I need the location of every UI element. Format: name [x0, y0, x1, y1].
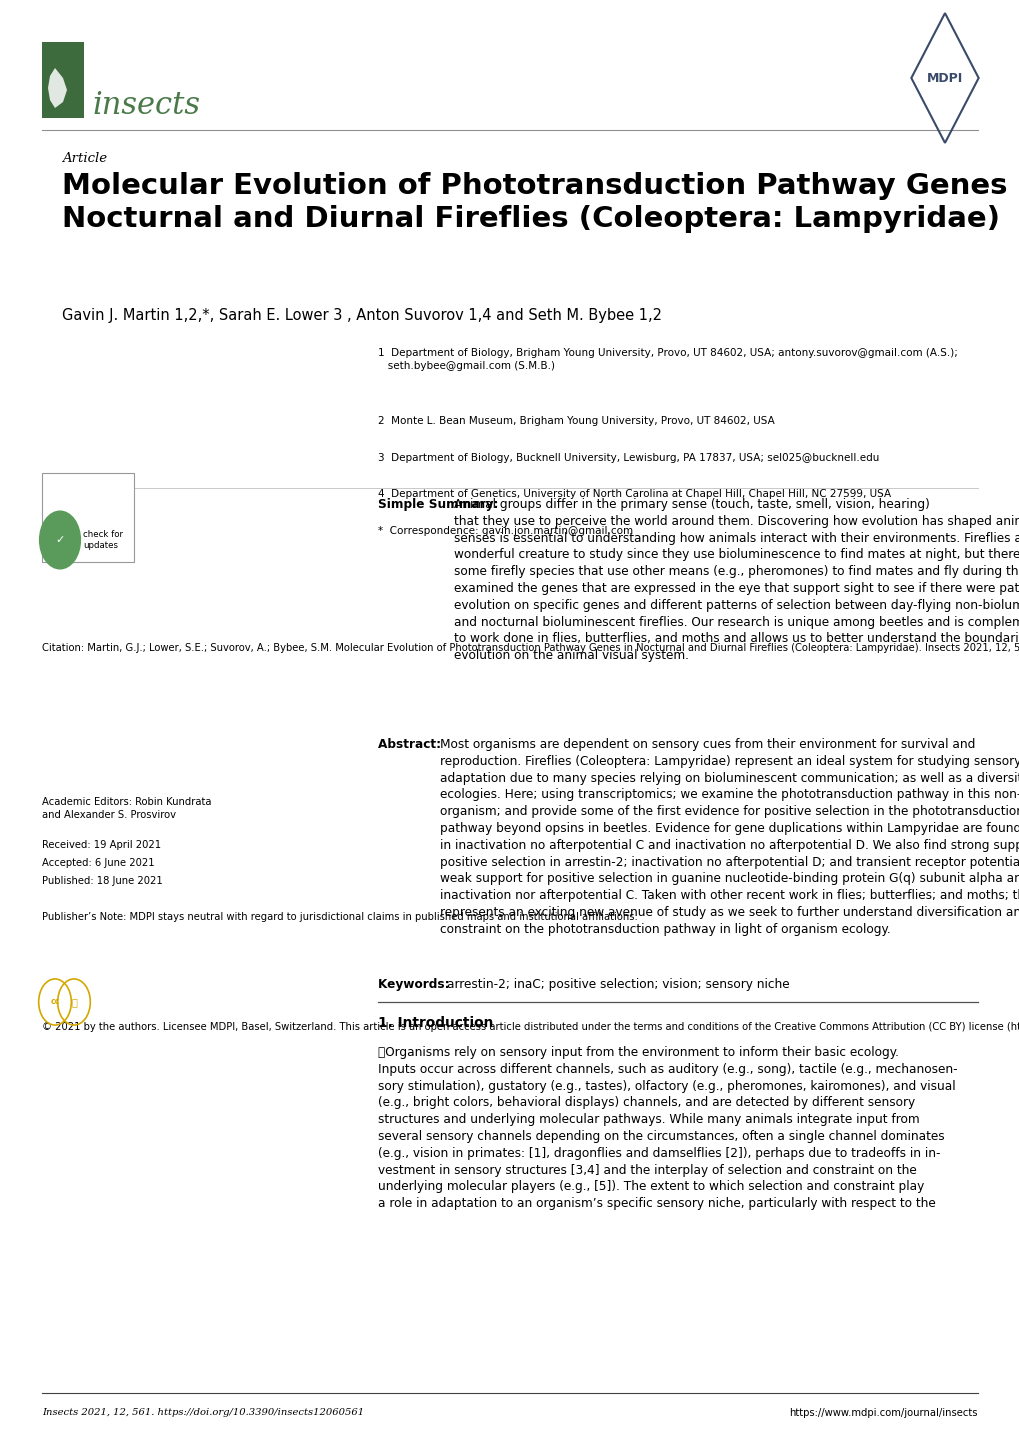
Circle shape: [40, 510, 81, 568]
Text: Abstract:: Abstract:: [378, 738, 445, 751]
Text: 1. Introduction: 1. Introduction: [378, 1017, 493, 1030]
FancyBboxPatch shape: [42, 42, 84, 118]
Text: check for
updates: check for updates: [83, 531, 123, 549]
Text: Gavin J. Martin 1,2,*, Sarah E. Lower 3 , Anton Suvorov 1,4 and Seth M. Bybee 1,: Gavin J. Martin 1,2,*, Sarah E. Lower 3 …: [62, 309, 661, 323]
Text: 1  Department of Biology, Brigham Young University, Provo, UT 84602, USA; antony: 1 Department of Biology, Brigham Young U…: [378, 348, 957, 371]
Text: 4  Department of Genetics, University of North Carolina at Chapel Hill, Chapel H: 4 Department of Genetics, University of …: [378, 489, 891, 499]
Text: Academic Editors: Robin Kundrata
and Alexander S. Prosvirov: Academic Editors: Robin Kundrata and Ale…: [42, 797, 211, 819]
Text: 3  Department of Biology, Bucknell University, Lewisburg, PA 17837, USA; sel025@: 3 Department of Biology, Bucknell Univer…: [378, 453, 878, 463]
Text: Publisher’s Note: MDPI stays neutral with regard to jurisdictional claims in pub: Publisher’s Note: MDPI stays neutral wit…: [42, 911, 637, 921]
Polygon shape: [48, 68, 67, 108]
Text: Simple Summary:: Simple Summary:: [378, 497, 502, 510]
Text: insects: insects: [92, 89, 200, 121]
Text: Molecular Evolution of Phototransduction Pathway Genes in
Nocturnal and Diurnal : Molecular Evolution of Phototransduction…: [62, 172, 1019, 232]
Text: Insects 2021, 12, 561. https://doi.org/10.3390/insects12060561: Insects 2021, 12, 561. https://doi.org/1…: [42, 1407, 364, 1417]
Text: Citation: Martin, G.J.; Lower, S.E.; Suvorov, A.; Bybee, S.M. Molecular Evolutio: Citation: Martin, G.J.; Lower, S.E.; Suv…: [42, 643, 1019, 653]
Text: Article: Article: [62, 151, 107, 164]
Text: arrestin-2; inaC; positive selection; vision; sensory niche: arrestin-2; inaC; positive selection; vi…: [446, 978, 789, 991]
Text: Received: 19 April 2021: Received: 19 April 2021: [42, 841, 161, 849]
Text: *  Correspondence: gavin.jon.martin@gmail.com: * Correspondence: gavin.jon.martin@gmail…: [378, 526, 633, 536]
Text: https://www.mdpi.com/journal/insects: https://www.mdpi.com/journal/insects: [789, 1407, 977, 1417]
Text: Accepted: 6 June 2021: Accepted: 6 June 2021: [42, 858, 155, 868]
Text: 2  Monte L. Bean Museum, Brigham Young University, Provo, UT 84602, USA: 2 Monte L. Bean Museum, Brigham Young Un…: [378, 415, 774, 425]
Text: Ⓑ: Ⓑ: [71, 996, 76, 1007]
Text: Published: 18 June 2021: Published: 18 June 2021: [42, 875, 163, 885]
Text: Most organisms are dependent on sensory cues from their environment for survival: Most organisms are dependent on sensory …: [439, 738, 1019, 936]
Text: Keywords:: Keywords:: [378, 978, 453, 991]
Text: Animal groups differ in the primary sense (touch, taste, smell, vision, hearing): Animal groups differ in the primary sens…: [453, 497, 1019, 662]
Text: © 2021 by the authors. Licensee MDPI, Basel, Switzerland. This article is an ope: © 2021 by the authors. Licensee MDPI, Ba…: [42, 1022, 1019, 1032]
Text: Organisms rely on sensory input from the environment to inform their basic ecolo: Organisms rely on sensory input from the…: [378, 1045, 957, 1210]
Text: cc: cc: [50, 998, 59, 1007]
FancyBboxPatch shape: [42, 473, 133, 562]
Text: MDPI: MDPI: [926, 72, 962, 85]
Text: ✓: ✓: [55, 535, 64, 545]
